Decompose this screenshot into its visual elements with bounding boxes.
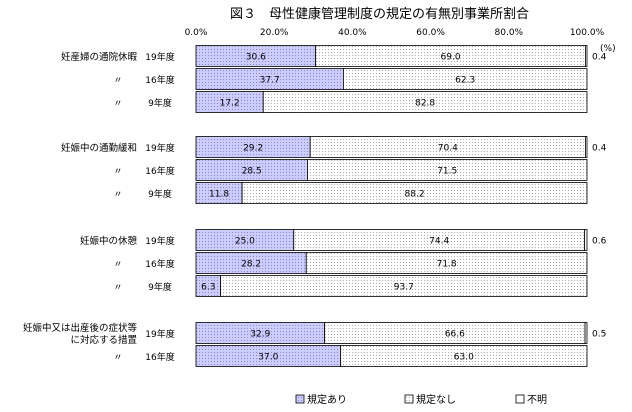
data-label: 28.5: [242, 167, 262, 177]
x-tick-label: 100.0%: [570, 28, 605, 38]
unit-label: (%): [600, 44, 616, 54]
bar-segment: [305, 252, 588, 274]
chart-title: 図３ 母性健康管理制度の規定の有無別事業所割合: [230, 6, 529, 22]
legend-label: 規定あり: [307, 393, 347, 406]
category-label: 妊娠中の通勤緩和: [61, 142, 137, 154]
x-tick-label: 80.0%: [495, 28, 524, 38]
data-label: 29.2: [243, 144, 263, 154]
category-label: 妊娠中又は出産後の症状等: [23, 322, 138, 334]
data-label: 62.3: [455, 76, 475, 86]
data-label: 37.0: [258, 353, 278, 363]
data-label: 70.4: [438, 144, 458, 154]
year-label: 19年度: [145, 328, 174, 340]
data-label: 25.0: [235, 237, 255, 247]
ditto-mark: 〃: [113, 76, 122, 86]
x-tick-label: 40.0%: [338, 28, 367, 38]
legend-swatch: [404, 394, 414, 404]
year-label: 19年度: [145, 235, 174, 247]
bar-segment: [220, 275, 588, 297]
bars-group: 30.6 69.0 0.4 37.7 62.3 17.2 82.8 29.2 70.4 0.4 28…: [195, 45, 607, 367]
data-label: 30.6: [246, 53, 266, 63]
x-axis: 0.0% 20.0% 40.0% 60.0% 80.0% 100.0%: [185, 28, 605, 38]
year-label: 16年度: [145, 74, 174, 86]
year-label: 16年度: [145, 351, 174, 363]
ditto-mark: 〃: [113, 99, 122, 109]
data-label: 6.3: [201, 283, 215, 293]
bar-segment: [584, 322, 588, 344]
data-label: 71.5: [437, 167, 457, 177]
year-label: 19年度: [145, 51, 174, 63]
data-label: 93.7: [394, 283, 414, 293]
legend-label: 規定なし: [416, 393, 456, 406]
data-label: 71.8: [437, 260, 457, 270]
year-label: 9年度: [148, 97, 172, 109]
legend: 規定あり 規定なし 不明: [295, 393, 547, 406]
data-label: 0.4: [592, 53, 607, 63]
data-label: 66.6: [445, 330, 465, 340]
data-label: 11.8: [209, 190, 229, 200]
x-tick-label: 20.0%: [260, 28, 289, 38]
bar-segment: [241, 182, 588, 204]
data-label: 32.9: [250, 330, 270, 340]
data-label: 37.7: [260, 76, 280, 86]
data-label: 28.2: [241, 260, 261, 270]
year-label: 16年度: [145, 258, 174, 270]
row-labels: 19年度16年度〃9年度〃妊産婦の通院休暇19年度16年度〃9年度〃妊娠中の通勤…: [23, 51, 175, 363]
category-label: 妊産婦の通院休暇: [61, 51, 138, 63]
data-label: 82.8: [415, 99, 435, 109]
x-tick-label: 0.0%: [185, 28, 208, 38]
legend-label: 不明: [527, 394, 547, 406]
bar-segment: [343, 68, 588, 90]
data-label: 0.4: [592, 144, 607, 154]
category-label: 妊娠中の休憩: [80, 235, 138, 247]
ditto-mark: 〃: [113, 283, 122, 293]
data-label: 63.0: [454, 353, 474, 363]
bar-segment: [262, 91, 588, 113]
bar-segment: [340, 345, 588, 367]
bar-segment: [585, 45, 588, 67]
ditto-mark: 〃: [113, 190, 122, 200]
x-tick-label: 60.0%: [416, 28, 445, 38]
year-label: 16年度: [145, 165, 174, 177]
ditto-mark: 〃: [113, 167, 122, 177]
legend-swatch: [515, 394, 525, 404]
category-label: に対応する措置: [70, 334, 137, 346]
data-label: 74.4: [429, 237, 449, 247]
data-label: 0.6: [592, 237, 607, 247]
legend-swatch: [295, 394, 305, 404]
bar-segment: [584, 229, 588, 251]
year-label: 19年度: [145, 142, 174, 154]
year-label: 9年度: [148, 281, 172, 293]
data-label: 17.2: [220, 99, 240, 109]
bar-segment: [307, 159, 588, 181]
bar-segment: [585, 136, 588, 158]
ditto-mark: 〃: [113, 260, 122, 270]
data-label: 88.2: [405, 190, 425, 200]
data-label: 69.0: [441, 53, 461, 63]
data-label: 0.5: [592, 330, 606, 340]
ditto-mark: 〃: [113, 353, 122, 363]
year-label: 9年度: [148, 188, 172, 200]
